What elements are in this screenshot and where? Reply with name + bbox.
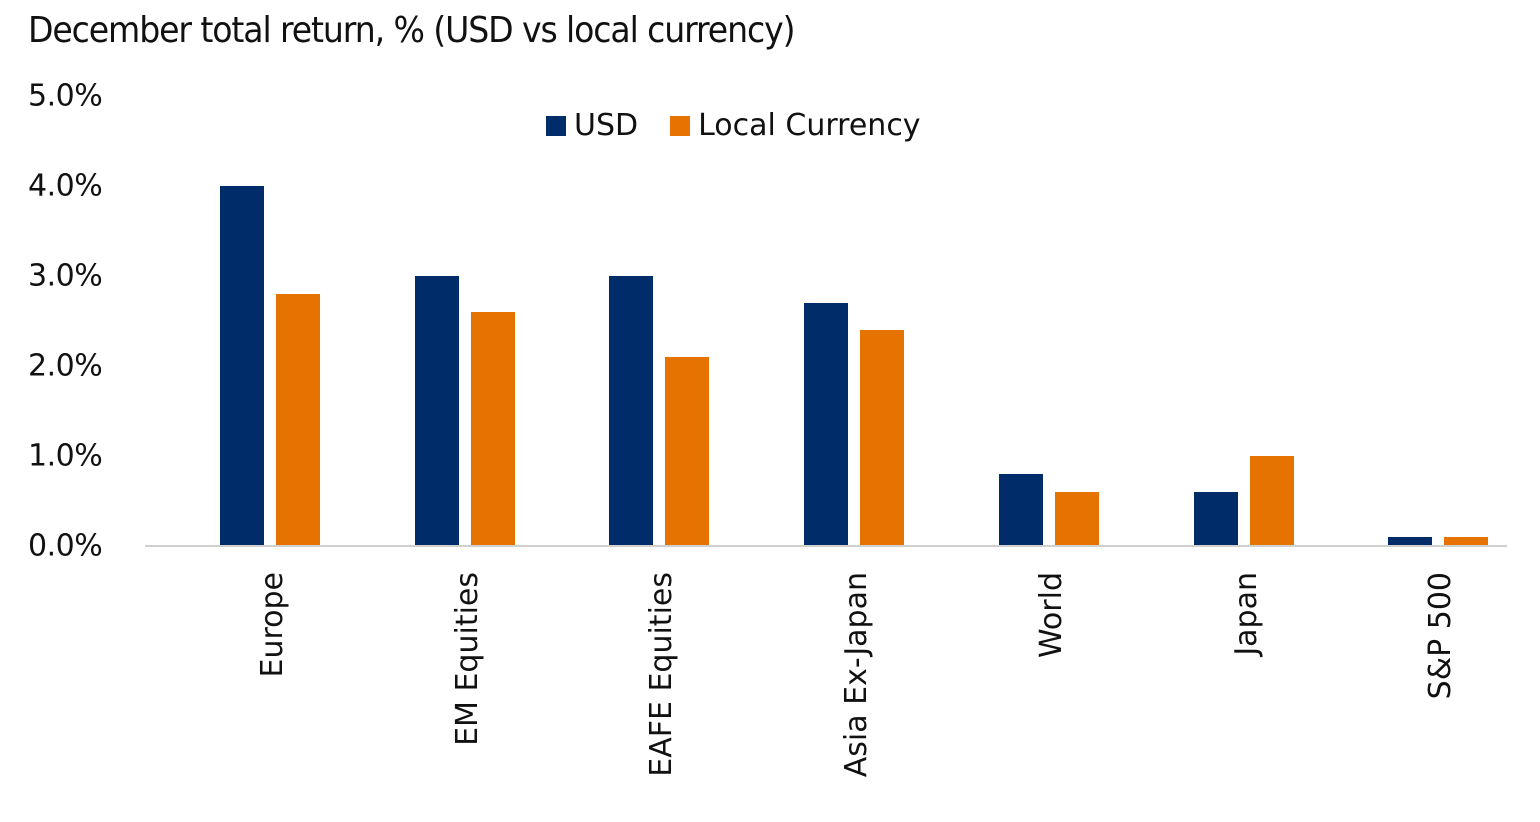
legend: USD Local Currency bbox=[546, 108, 953, 143]
bar-local-currency bbox=[1249, 456, 1294, 546]
bar-local-currency bbox=[665, 357, 710, 546]
bar-usd bbox=[1193, 492, 1238, 546]
legend-item-local-currency: Local Currency bbox=[670, 108, 921, 143]
bar-usd bbox=[220, 186, 264, 546]
legend-label-usd: USD bbox=[574, 108, 639, 143]
x-tick-label: Europe bbox=[255, 572, 290, 678]
x-tick-label: EAFE Equities bbox=[644, 572, 680, 777]
y-tick-label: 4.0% bbox=[28, 168, 103, 204]
x-tick-label: S&P 500 bbox=[1423, 572, 1459, 700]
bar-local-currency bbox=[470, 312, 515, 546]
y-tick-label: 0.0% bbox=[28, 528, 103, 564]
y-tick-label: 1.0% bbox=[28, 438, 103, 474]
chart-title: December total return, % (USD vs local c… bbox=[28, 10, 795, 51]
bar-local-currency bbox=[1444, 537, 1489, 546]
x-tick-label: Japan bbox=[1228, 572, 1264, 656]
x-axis-line bbox=[145, 545, 1507, 547]
bar-usd bbox=[414, 276, 459, 546]
y-tick-label: 2.0% bbox=[28, 348, 103, 384]
bar-usd bbox=[804, 303, 849, 546]
bar-local-currency bbox=[1054, 492, 1099, 546]
legend-label-local-currency: Local Currency bbox=[698, 108, 921, 143]
bar-usd bbox=[1388, 537, 1433, 546]
legend-swatch-usd bbox=[546, 115, 566, 136]
bar-usd bbox=[609, 276, 654, 546]
y-tick-label: 5.0% bbox=[28, 78, 103, 114]
x-tick-label: Asia Ex-Japan bbox=[839, 572, 875, 778]
x-tick-label: World bbox=[1033, 572, 1069, 658]
bar-local-currency bbox=[276, 294, 320, 546]
bar-local-currency bbox=[860, 330, 905, 546]
legend-swatch-local-currency bbox=[670, 115, 691, 136]
y-tick-label: 3.0% bbox=[28, 258, 103, 294]
legend-item-usd: USD bbox=[546, 108, 638, 143]
bar-usd bbox=[998, 474, 1043, 546]
x-tick-label: EM Equities bbox=[449, 572, 485, 746]
